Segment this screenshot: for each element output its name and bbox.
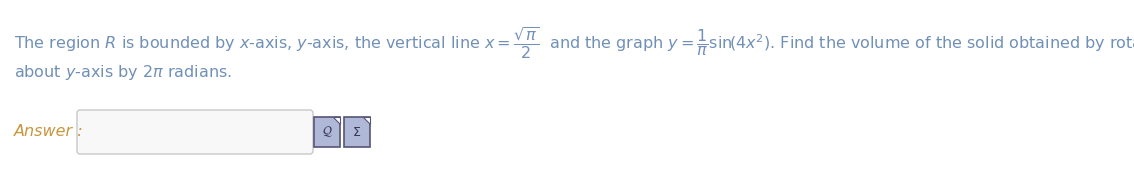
Text: about $y$-axis by $2\pi$ radians.: about $y$-axis by $2\pi$ radians.	[14, 64, 231, 83]
Polygon shape	[333, 117, 340, 124]
Text: $\Sigma$: $\Sigma$	[353, 125, 362, 138]
Text: Answer :: Answer :	[14, 123, 84, 138]
Text: The region $\mathit{R}$ is bounded by $x$-axis, $y$-axis, the vertical line $x =: The region $\mathit{R}$ is bounded by $x…	[14, 25, 1134, 61]
Polygon shape	[363, 117, 370, 124]
FancyBboxPatch shape	[344, 117, 370, 147]
FancyBboxPatch shape	[314, 117, 340, 147]
Text: $\mathcal{Q}$: $\mathcal{Q}$	[322, 125, 332, 139]
FancyBboxPatch shape	[77, 110, 313, 154]
